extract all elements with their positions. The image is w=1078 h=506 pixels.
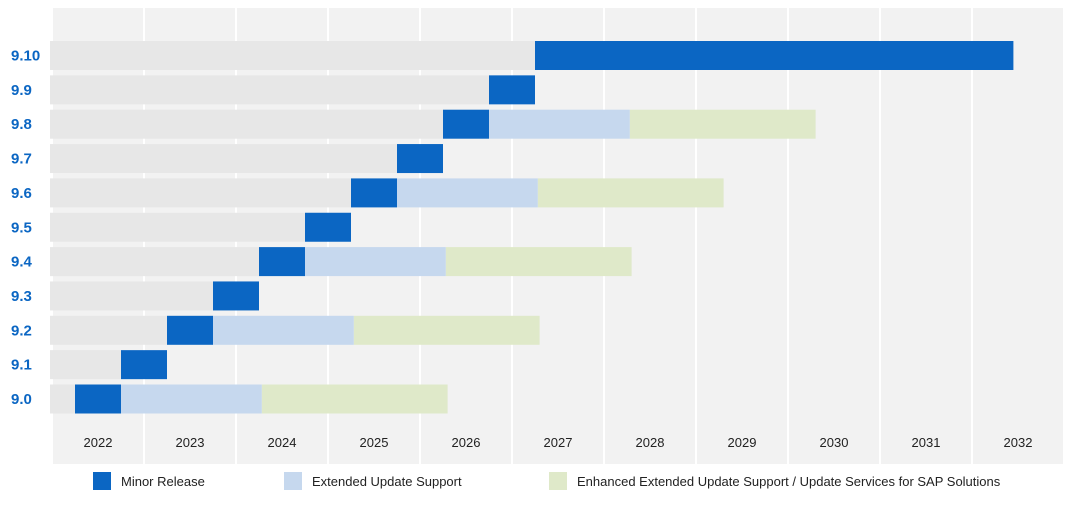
legend: Minor Release Extended Update Support En…	[0, 472, 1078, 496]
year-label-2030: 2030	[820, 435, 849, 450]
legend-item-minor-release: Minor Release	[93, 472, 205, 490]
year-column-2030	[789, 8, 879, 464]
year-label-2025: 2025	[360, 435, 389, 450]
legend-label-extended-update-support: Extended Update Support	[312, 473, 462, 489]
year-labels: 2022 2023 2024 2025 2026 2027 2028 2029 2030 2031…	[84, 435, 1033, 450]
track-9-9	[50, 75, 489, 105]
version-label-9-3: 9.3	[11, 288, 32, 305]
track-9-1	[50, 350, 121, 380]
legend-item-enhanced-extended-update-support: Enhanced Extended Update Support / Updat…	[549, 472, 1000, 490]
lifecycle-chart: 9.109.99.89.79.69.59.49.39.29.19.0 2022 2…	[11, 8, 1063, 464]
year-label-2027: 2027	[544, 435, 573, 450]
legend-swatch-enhanced-extended-update-support	[549, 472, 567, 490]
track-9-3	[50, 281, 213, 311]
version-label-9-0: 9.0	[11, 391, 32, 408]
bar-minor-9-8	[443, 109, 489, 139]
year-label-2023: 2023	[176, 435, 205, 450]
bar-eeus-9-8	[629, 109, 816, 139]
bar-minor-9-7	[397, 144, 443, 174]
track-9-4	[50, 247, 259, 277]
version-label-9-9: 9.9	[11, 82, 32, 99]
bar-minor-9-5	[305, 212, 351, 242]
track-9-5	[50, 212, 305, 242]
year-label-2028: 2028	[636, 435, 665, 450]
version-label-9-10: 9.10	[11, 48, 40, 65]
version-label-9-4: 9.4	[11, 254, 33, 271]
bar-eeus-9-4	[445, 247, 632, 277]
bar-eus-9-0	[121, 384, 262, 414]
version-label-9-8: 9.8	[11, 116, 32, 133]
bar-minor-9-0	[75, 384, 121, 414]
bar-eus-9-4	[305, 247, 446, 277]
bar-eus-9-8	[489, 109, 630, 139]
bar-eeus-9-6	[537, 178, 724, 208]
version-labels: 9.10 9.9 9.8 9.7 9.6 9.5 9.4 9.3 9.2 9.1 9.0	[11, 48, 40, 409]
bar-minor-9-2	[167, 315, 213, 345]
legend-item-extended-update-support: Extended Update Support	[284, 472, 462, 490]
year-column-2029	[697, 8, 787, 464]
version-label-9-2: 9.2	[11, 322, 32, 339]
year-label-2024: 2024	[268, 435, 297, 450]
year-column-2031	[881, 8, 971, 464]
legend-label-minor-release: Minor Release	[121, 473, 205, 489]
track-9-10	[50, 41, 535, 70]
bar-minor-9-9	[489, 75, 535, 105]
version-label-9-7: 9.7	[11, 151, 32, 168]
version-label-9-5: 9.5	[11, 219, 32, 236]
version-label-9-1: 9.1	[11, 357, 32, 374]
track-9-8	[50, 109, 443, 139]
year-label-2026: 2026	[452, 435, 481, 450]
year-label-2022: 2022	[84, 435, 113, 450]
legend-swatch-minor-release	[93, 472, 111, 490]
track-9-7	[50, 144, 397, 174]
version-rows	[50, 41, 1014, 414]
legend-label-enhanced-extended-update-support: Enhanced Extended Update Support / Updat…	[577, 473, 1001, 489]
track-9-0	[50, 384, 75, 414]
bar-eus-9-2	[213, 315, 354, 345]
year-label-2032: 2032	[1004, 435, 1033, 450]
bar-eeus-9-0	[261, 384, 448, 414]
bar-minor-9-4	[259, 247, 305, 277]
bar-eeus-9-2	[353, 315, 540, 345]
bar-minor-9-6	[351, 178, 397, 208]
track-9-2	[50, 315, 167, 345]
year-column-2032	[973, 8, 1063, 464]
bar-eus-9-6	[397, 178, 538, 208]
version-label-9-6: 9.6	[11, 185, 32, 202]
year-label-2031: 2031	[912, 435, 941, 450]
year-label-2029: 2029	[728, 435, 757, 450]
bar-minor-9-1	[121, 350, 167, 380]
bar-minor-9-3	[213, 281, 259, 311]
bar-minor-9-10	[535, 41, 1014, 70]
legend-swatch-extended-update-support	[284, 472, 302, 490]
track-9-6	[50, 178, 351, 208]
year-column-2028	[605, 8, 695, 464]
